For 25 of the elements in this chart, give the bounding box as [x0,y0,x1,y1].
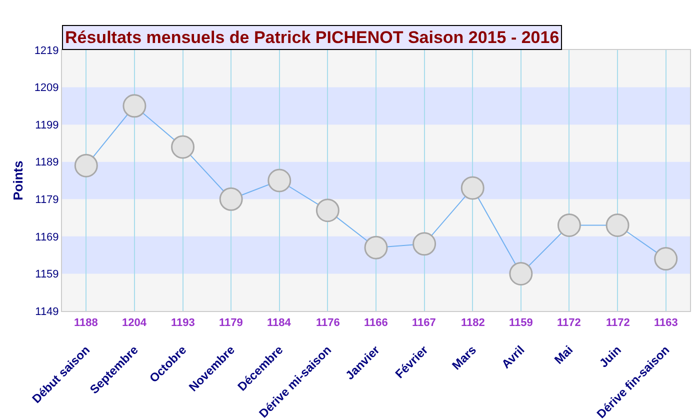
data-label: 1159 [509,317,533,329]
data-label: 1172 [557,317,581,329]
data-label: 1167 [412,317,436,329]
data-label: 1179 [219,317,243,329]
y-axis-title: Points [10,160,26,200]
data-label: 1182 [461,317,485,329]
y-tick-label: 1169 [35,231,59,244]
data-label: 1184 [267,317,292,329]
data-label: 1204 [122,317,148,329]
data-label: 1176 [316,317,340,329]
data-label: 1166 [364,317,388,329]
x-tick-label: Juin [596,342,624,370]
data-label: 1163 [654,317,678,329]
data-label: 1172 [606,317,630,329]
y-tick-label: 1189 [35,156,59,169]
x-tick-label: Mai [552,342,576,367]
y-tick-label: 1219 [34,44,59,57]
y-tick-label: 1209 [34,82,59,94]
y-tick-label: 1179 [35,194,59,206]
data-label: 1188 [74,317,98,329]
y-tick-label: 1199 [35,119,59,132]
y-tick-label: 1159 [35,268,59,281]
data-label: 1193 [171,317,195,329]
y-tick-label: 1149 [35,306,59,318]
chart-title: Résultats mensuels de Patrick PICHENOT Saison 2015 - 2016 [65,28,560,47]
